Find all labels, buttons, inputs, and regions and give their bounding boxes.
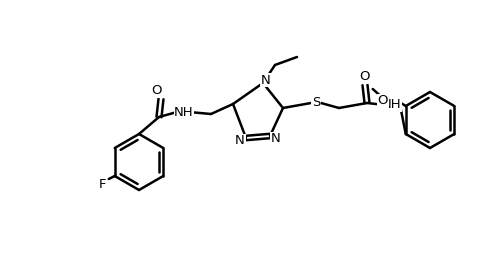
Text: NH: NH — [382, 98, 402, 111]
Text: F: F — [99, 178, 106, 192]
Text: N: N — [235, 135, 245, 148]
Text: O: O — [151, 85, 161, 98]
Text: N: N — [261, 73, 271, 86]
Text: NH: NH — [174, 106, 194, 118]
Text: S: S — [312, 97, 320, 110]
Text: O: O — [377, 94, 388, 107]
Text: O: O — [360, 70, 370, 84]
Text: N: N — [271, 132, 281, 146]
